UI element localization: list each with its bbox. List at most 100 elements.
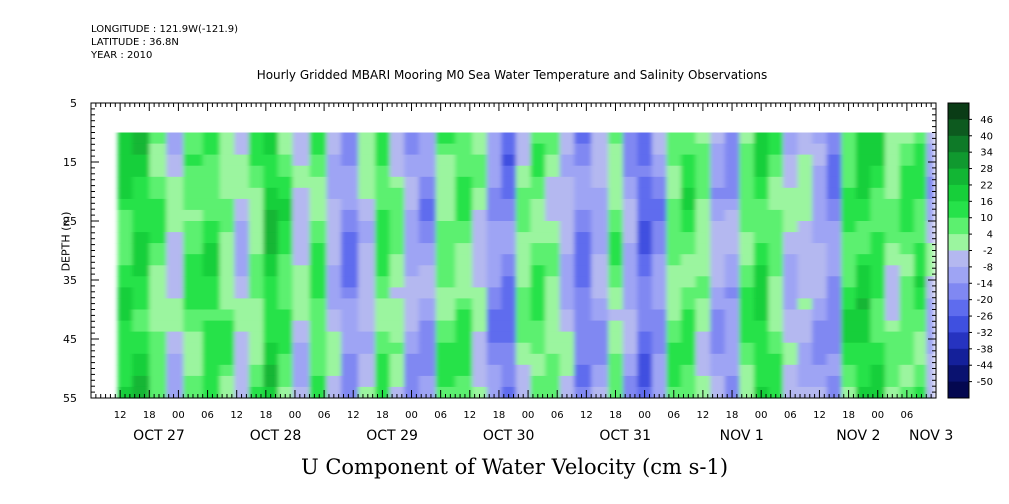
heatmap-cell	[574, 209, 592, 222]
heatmap-cell	[263, 265, 279, 277]
colorbar-label: -38	[977, 344, 993, 355]
heatmap-cell	[472, 276, 488, 288]
heatmap-cell	[739, 254, 755, 266]
heatmap-cell	[486, 221, 502, 233]
heatmap-cell	[375, 309, 391, 322]
heatmap-cell	[149, 221, 167, 233]
heatmap-cell	[326, 143, 342, 156]
heatmap-cell	[530, 143, 546, 156]
heatmap-cell	[530, 221, 546, 233]
heatmap-cell	[530, 254, 546, 266]
heatmap-cell	[515, 320, 532, 333]
heatmap-cell	[248, 143, 264, 156]
heatmap-cell	[545, 320, 561, 333]
heatmap-cell	[855, 154, 872, 167]
heatmap-cell	[899, 265, 915, 277]
heatmap-cell	[637, 287, 653, 300]
heatmap-cell	[841, 232, 857, 244]
heatmap-cell	[515, 298, 532, 311]
heatmap-cell	[358, 265, 376, 277]
heatmap-cell	[341, 287, 359, 300]
heatmap-cell	[202, 320, 221, 333]
heatmap-cell	[435, 243, 456, 255]
colorbar-swatch	[948, 168, 969, 186]
heatmap-cell	[574, 342, 592, 355]
heatmap-cell	[326, 320, 342, 333]
heatmap-cell	[622, 254, 638, 266]
heatmap-cell	[914, 143, 927, 156]
heatmap-cell	[234, 265, 250, 277]
heatmap-cell	[914, 342, 927, 355]
heatmap-cell	[783, 320, 799, 333]
heatmap-cell	[885, 309, 901, 322]
heatmap-cell	[666, 265, 682, 277]
heatmap-cell	[591, 265, 609, 277]
heatmap-cell	[389, 364, 405, 377]
heatmap-cell	[545, 154, 561, 167]
heatmap-cell	[914, 198, 927, 211]
heatmap-cell	[710, 154, 726, 167]
heatmap-cell	[559, 165, 575, 178]
heatmap-cell	[739, 198, 755, 211]
heatmap-cell	[278, 254, 294, 266]
heatmap-cell	[341, 353, 359, 366]
heatmap-cell	[132, 176, 150, 189]
heatmap-cell	[358, 320, 376, 333]
heatmap-cell	[435, 232, 456, 244]
heatmap-cell	[219, 154, 235, 167]
colorbar-swatch	[948, 234, 969, 251]
heatmap-cell	[591, 320, 609, 333]
heatmap-cell	[899, 243, 915, 255]
heatmap-cell	[358, 375, 376, 388]
heatmap-cell	[899, 298, 915, 311]
heatmap-cell	[219, 309, 235, 322]
heatmap-cell	[768, 243, 784, 255]
heatmap-cell	[841, 309, 857, 322]
heatmap-cell	[326, 298, 342, 311]
heatmap-cell	[472, 209, 488, 222]
heatmap-cell	[739, 165, 755, 178]
heatmap-cell	[278, 143, 294, 156]
heatmap-cell	[248, 375, 264, 388]
heatmap-cell	[651, 198, 668, 211]
heatmap-cell	[591, 154, 609, 167]
heatmap-cell	[812, 265, 828, 277]
heatmap-cell	[651, 221, 668, 233]
heatmap-cell	[710, 243, 726, 255]
heatmap-cell	[375, 254, 391, 266]
heatmap-cell	[545, 331, 561, 344]
heatmap-cell	[132, 165, 150, 178]
heatmap-cell	[326, 331, 342, 344]
heatmap-cell	[248, 198, 264, 211]
colorbar-swatch	[948, 250, 969, 268]
heatmap-cell	[637, 165, 653, 178]
heatmap-cell	[455, 254, 473, 266]
heatmap-cell	[622, 165, 638, 178]
heatmap-cell	[681, 364, 697, 377]
heatmap-cell	[455, 331, 473, 344]
colorbar-swatch	[948, 283, 969, 301]
heatmap-cell	[389, 287, 405, 300]
heatmap-cell	[530, 309, 546, 322]
heatmap-cell	[826, 209, 842, 222]
heatmap-cell	[739, 353, 755, 366]
heatmap-cell	[926, 309, 935, 322]
heatmap-cell	[234, 154, 250, 167]
heatmap-cell	[132, 320, 150, 333]
heatmap-cell	[219, 132, 235, 145]
heatmap-cell	[710, 320, 726, 333]
heatmap-cell	[183, 331, 204, 344]
heatmap-cell	[375, 232, 391, 244]
heatmap-cell	[783, 309, 799, 322]
heatmap-cell	[132, 221, 150, 233]
heatmap-cell	[797, 243, 813, 255]
heatmap-cell	[501, 165, 517, 178]
heatmap-cell	[472, 309, 488, 322]
heatmap-cell	[341, 187, 359, 200]
heatmap-cell	[783, 165, 799, 178]
heatmap-cell	[812, 165, 828, 178]
heatmap-cell	[149, 254, 167, 266]
heatmap-cell	[486, 132, 502, 145]
heatmap-cell	[914, 232, 927, 244]
heatmap-cell	[695, 265, 711, 277]
